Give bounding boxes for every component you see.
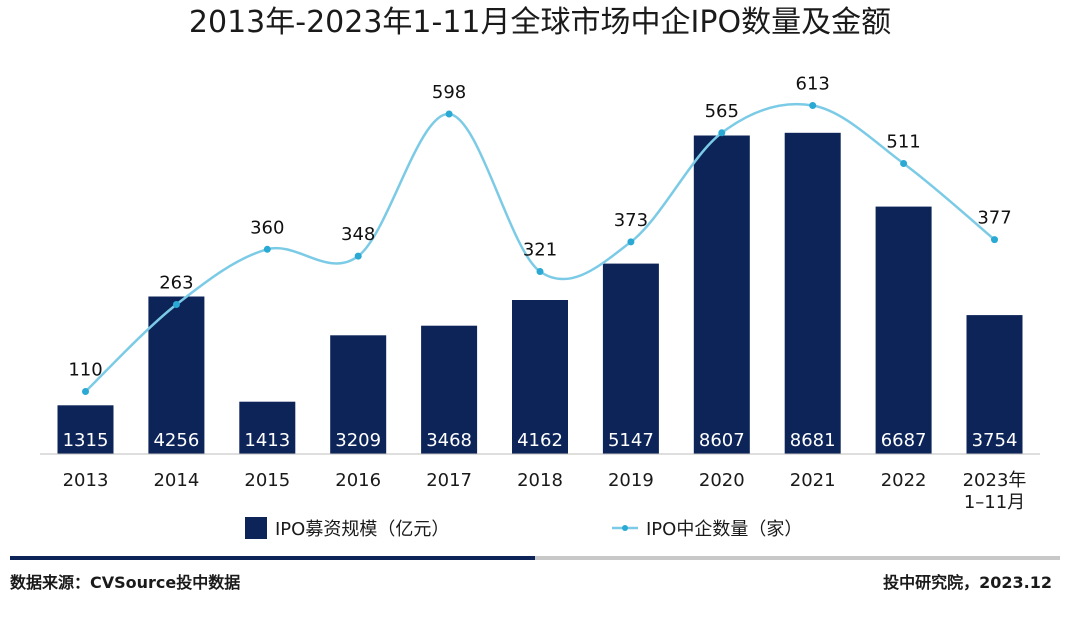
footer-credit: 投中研究院，2023.12: [883, 573, 1052, 592]
bar-value-label: 8607: [699, 430, 745, 451]
footer-divider-dark: [10, 556, 535, 560]
legend-line-marker: [622, 525, 628, 531]
line-point: [82, 388, 89, 395]
line-value-label: 565: [705, 101, 739, 122]
bar-value-label: 3209: [335, 430, 381, 451]
x-tick-label: 2017: [426, 470, 472, 491]
line-value-label: 598: [432, 82, 466, 103]
footer-source: 数据来源：CVSource投中数据: [10, 573, 240, 592]
x-tick-label: 2014: [153, 470, 199, 491]
line-value-label: 373: [614, 210, 648, 231]
bar: [784, 132, 841, 455]
bar-value-label: 6687: [881, 430, 927, 451]
bar-value-label: 4162: [517, 430, 563, 451]
x-tick-label: 2020: [699, 470, 745, 491]
line-value-label: 613: [796, 74, 830, 95]
series-line: [84, 102, 996, 393]
bar: [966, 315, 1023, 454]
bar-value-label: 1315: [63, 430, 109, 451]
legend-line-label: IPO中企数量（家）: [646, 519, 802, 540]
x-axis-ticks: 2013 2014 2015 2016 2017 2018 2019 2020 2021 2022…: [63, 470, 1027, 513]
bar-value-label: 8681: [790, 430, 836, 451]
bar: [239, 401, 296, 454]
bar: [148, 296, 205, 454]
bar: [330, 335, 387, 454]
x-tick-label: 2022: [881, 470, 927, 491]
x-tick-label: 2021: [790, 470, 836, 491]
line-point: [718, 129, 726, 137]
bar-value-label: 3754: [972, 430, 1018, 451]
line-point: [172, 301, 180, 308]
line-point: [445, 110, 453, 118]
bar: [693, 135, 750, 454]
line-series: [82, 102, 998, 395]
legend: IPO募资规模（亿元） IPO中企数量（家）: [245, 517, 802, 540]
x-tick-label: 2023年 1–11月: [963, 470, 1027, 513]
bar: [57, 405, 114, 454]
line-point: [991, 236, 998, 244]
line-point: [900, 160, 908, 167]
line-value-label: 321: [523, 240, 557, 261]
line-value-label: 348: [341, 224, 375, 245]
bar-value-label: 3468: [426, 430, 472, 451]
line-value-label: 263: [159, 273, 193, 294]
bar: [602, 263, 659, 454]
footer-divider: [10, 556, 1060, 560]
footer-divider-light: [535, 556, 1060, 560]
bar: [875, 206, 932, 454]
line-point: [536, 268, 544, 275]
bar: [512, 300, 568, 454]
line-value-label: 360: [250, 217, 284, 238]
line-point: [627, 238, 635, 246]
legend-bar-swatch: [245, 517, 267, 539]
line-value-label: 511: [886, 132, 920, 153]
bar-series: [57, 132, 1023, 455]
line-value-labels: 110 263 360 348 598 321 373 565 613 511 377: [68, 74, 1011, 381]
x-tick-label: 2013: [63, 470, 109, 491]
x-tick-label: 2019: [608, 470, 654, 491]
line-point: [809, 102, 817, 109]
x-tick-label: 2015: [244, 470, 290, 491]
bar-value-label: 1413: [244, 430, 290, 451]
bar-value-labels: 1315 4256 1413 3209 3468 4162 5147 8607 8681 6687…: [63, 430, 1018, 451]
line-point: [263, 245, 271, 253]
bar-value-label: 4256: [153, 430, 199, 451]
legend-bar-label: IPO募资规模（亿元）: [275, 519, 449, 540]
chart-title: 2013年-2023年1-11月全球市场中企IPO数量及金额: [189, 5, 891, 40]
line-point: [354, 252, 362, 260]
bar: [421, 325, 478, 454]
line-value-label: 377: [977, 208, 1011, 229]
x-tick-label: 2016: [335, 470, 381, 491]
line-value-label: 110: [68, 360, 102, 381]
x-tick-label: 2018: [517, 470, 563, 491]
bar-value-label: 5147: [608, 430, 654, 451]
